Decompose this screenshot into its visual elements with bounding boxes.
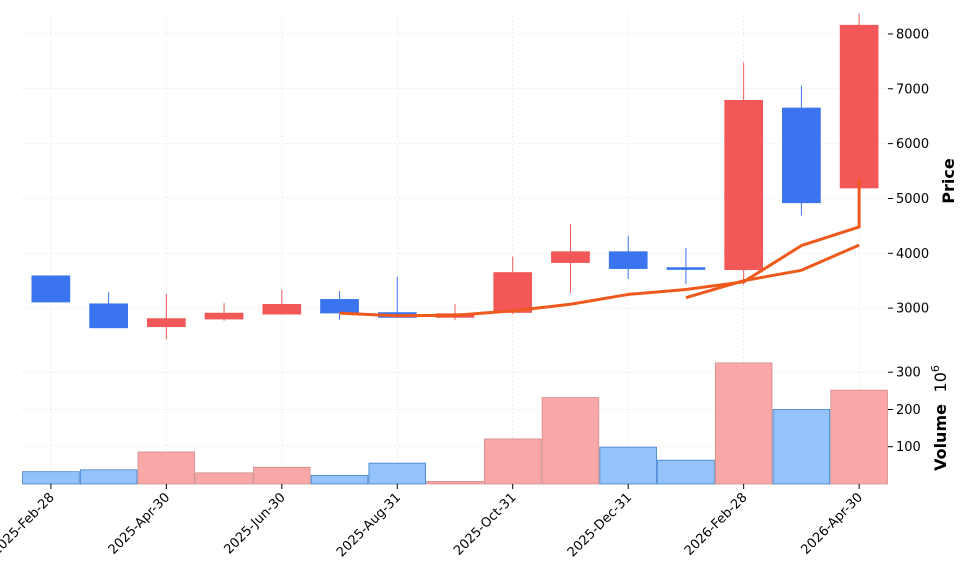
volume-axis-title: Volume 106 bbox=[929, 365, 950, 471]
candle-body bbox=[608, 251, 648, 269]
candle-body bbox=[666, 267, 706, 270]
price-tick-label: 8000 bbox=[896, 27, 929, 42]
volume-bar bbox=[657, 459, 715, 485]
price-tick-label: 7000 bbox=[896, 82, 929, 97]
price-tick-label: 5000 bbox=[896, 192, 929, 207]
volume-bar bbox=[484, 438, 542, 485]
x-tick-label: 2025-Aug-31 bbox=[334, 490, 404, 560]
volume-bar bbox=[426, 481, 484, 485]
candle-body bbox=[146, 318, 186, 328]
moving-average-line bbox=[339, 179, 861, 318]
moving-average-line bbox=[685, 243, 860, 300]
volume-bar bbox=[253, 466, 311, 485]
volume-bar bbox=[310, 475, 369, 485]
price-axis-title: Price bbox=[939, 158, 958, 204]
price-tick-label: 6000 bbox=[896, 137, 929, 152]
volume-bar bbox=[137, 451, 196, 485]
volume-bar bbox=[599, 446, 657, 485]
x-tick-label: 2025-Apr-30 bbox=[106, 490, 173, 557]
x-tick-label: 2025-Oct-31 bbox=[451, 490, 519, 558]
volume-bar bbox=[772, 409, 831, 485]
volume-tick-label: 200 bbox=[896, 403, 921, 418]
svg-text:Volume 106: Volume 106 bbox=[929, 365, 950, 471]
moving-average-lines bbox=[339, 179, 861, 318]
volume-axis-multiplier: 10 bbox=[931, 372, 950, 392]
volume-axis-exponent: 6 bbox=[929, 365, 942, 372]
candle-body bbox=[204, 312, 244, 320]
candlesticks bbox=[31, 13, 879, 340]
volume-tick-label: 100 bbox=[896, 440, 921, 455]
candle-body bbox=[493, 272, 533, 313]
volume-bars bbox=[22, 362, 888, 485]
volume-tick-label: 300 bbox=[896, 366, 921, 381]
candle-body bbox=[839, 24, 879, 189]
volume-bar bbox=[195, 472, 253, 485]
volume-bar bbox=[541, 397, 600, 485]
x-tick-label: 2025-Dec-31 bbox=[565, 490, 635, 560]
x-tick-label: 2025-Feb-28 bbox=[0, 490, 58, 559]
price-tick-label: 3000 bbox=[896, 302, 929, 317]
candle-body bbox=[782, 107, 821, 204]
candle-body bbox=[262, 303, 302, 315]
candle-body bbox=[31, 275, 71, 303]
candle-body bbox=[320, 299, 359, 314]
x-tick-label: 2026-Feb-28 bbox=[682, 490, 751, 559]
candle-body bbox=[724, 99, 764, 271]
candle-body bbox=[551, 251, 590, 263]
volume-bar bbox=[714, 362, 773, 485]
volume-bar bbox=[830, 389, 888, 485]
x-tick-label: 2025-Jun-30 bbox=[221, 490, 288, 557]
candle-body bbox=[89, 303, 128, 329]
price-tick-label: 4000 bbox=[896, 247, 929, 262]
volume-bar bbox=[79, 469, 138, 485]
x-tick-label: 2026-Apr-30 bbox=[799, 490, 866, 557]
volume-bar bbox=[22, 471, 80, 485]
volume-axis-label: Volume bbox=[931, 404, 950, 471]
volume-bar bbox=[368, 462, 426, 485]
